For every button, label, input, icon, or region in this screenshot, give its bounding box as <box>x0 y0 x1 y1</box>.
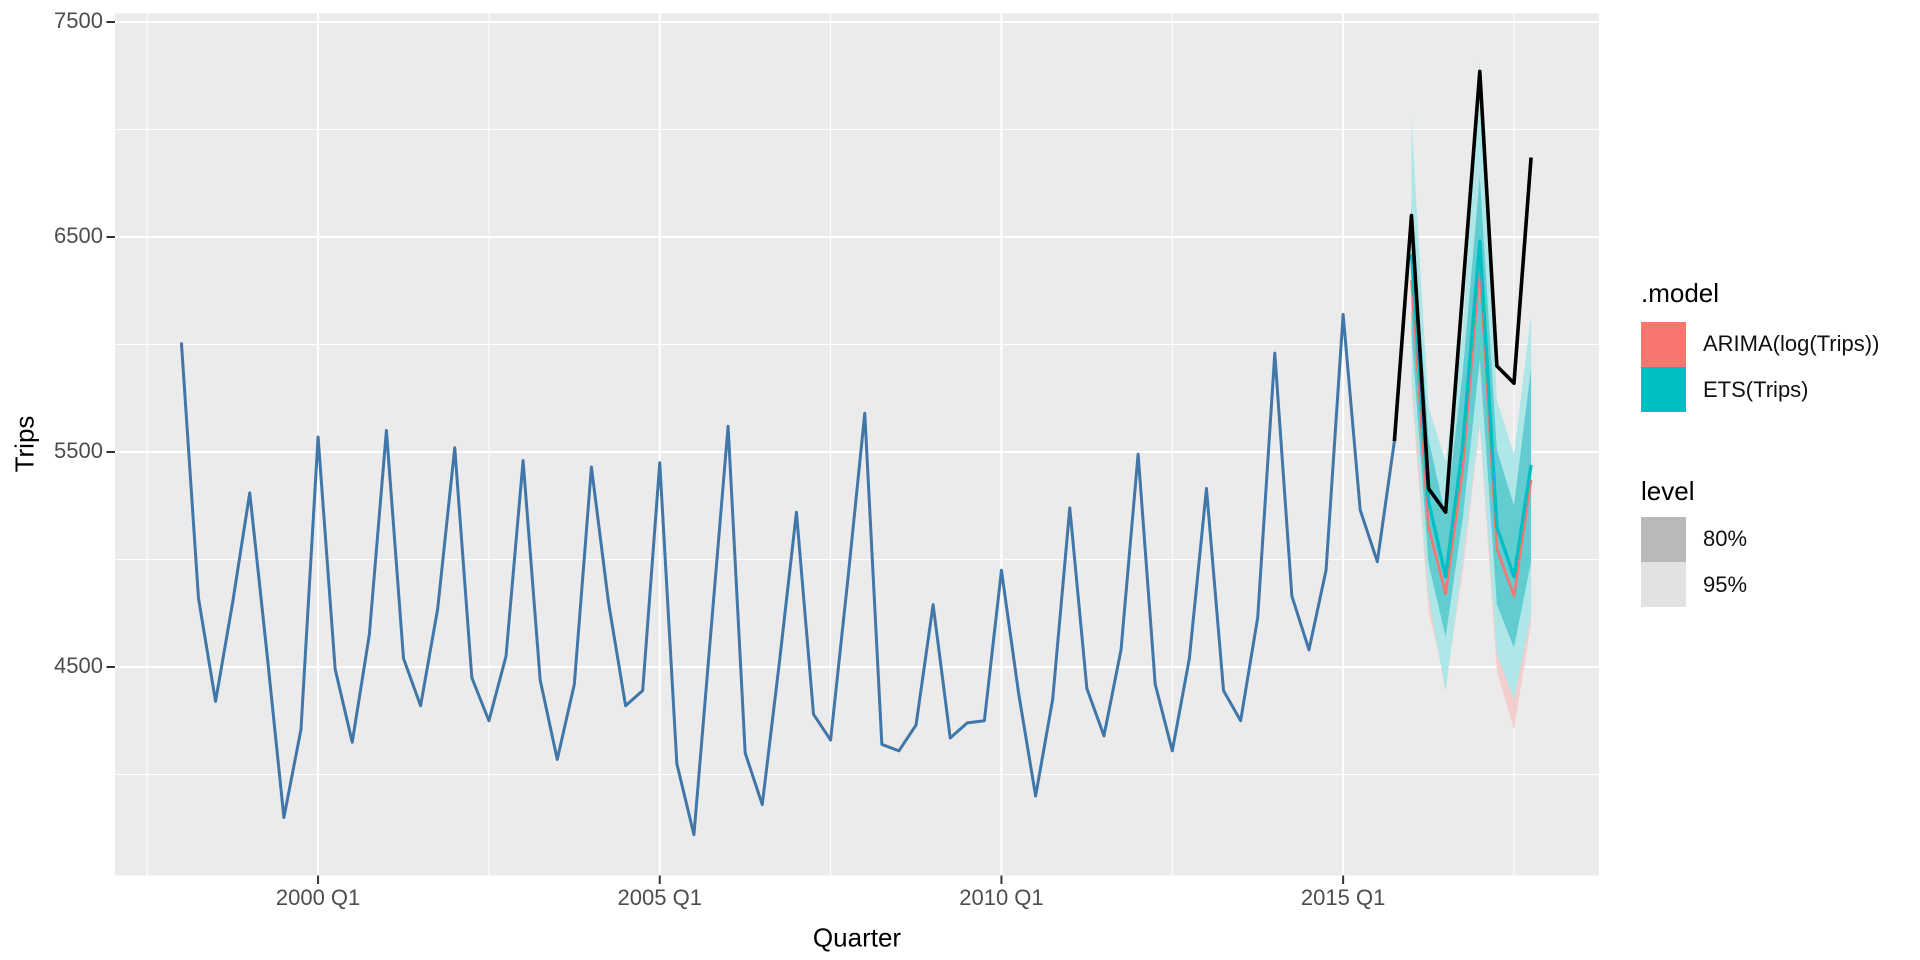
legend-swatch-arima <box>1641 322 1686 367</box>
x-axis-title: Quarter <box>812 922 902 953</box>
x-tick-label: 2000 Q1 <box>276 885 360 910</box>
historical-line <box>179 312 1396 837</box>
legend-label-level-95: 95% <box>1703 572 1748 597</box>
arima-forecast-line <box>1410 265 1533 598</box>
legend-swatch-level-95 <box>1641 562 1686 607</box>
y-tick-label: 6500 <box>54 223 103 248</box>
legend-model-title: .model <box>1641 278 1720 308</box>
y-tick-label: 4500 <box>54 653 103 678</box>
legend: .model ARIMA(log(Trips)) ETS(Trips) leve… <box>1641 0 1911 960</box>
y-tick-label: 5500 <box>54 438 103 463</box>
x-tick-label: 2005 Q1 <box>618 885 702 910</box>
ets-forecast-line <box>1409 239 1533 579</box>
x-tick-label: 2010 Q1 <box>959 885 1043 910</box>
y-axis-title: Trips <box>9 415 40 473</box>
legend-label-ets: ETS(Trips) <box>1703 377 1809 402</box>
legend-label-arima: ARIMA(log(Trips)) <box>1703 331 1880 356</box>
legend-swatch-ets <box>1641 367 1686 412</box>
legend-label-level-80: 80% <box>1703 526 1748 551</box>
ets-80-ribbon <box>1411 176 1532 648</box>
legend-level-title: level <box>1641 476 1695 506</box>
actual-line <box>1392 69 1533 515</box>
plot-panel <box>115 13 1599 876</box>
legend-swatch-level-80 <box>1641 517 1686 562</box>
x-tick-label: 2015 Q1 <box>1301 885 1385 910</box>
y-tick-label: 7500 <box>54 8 103 33</box>
